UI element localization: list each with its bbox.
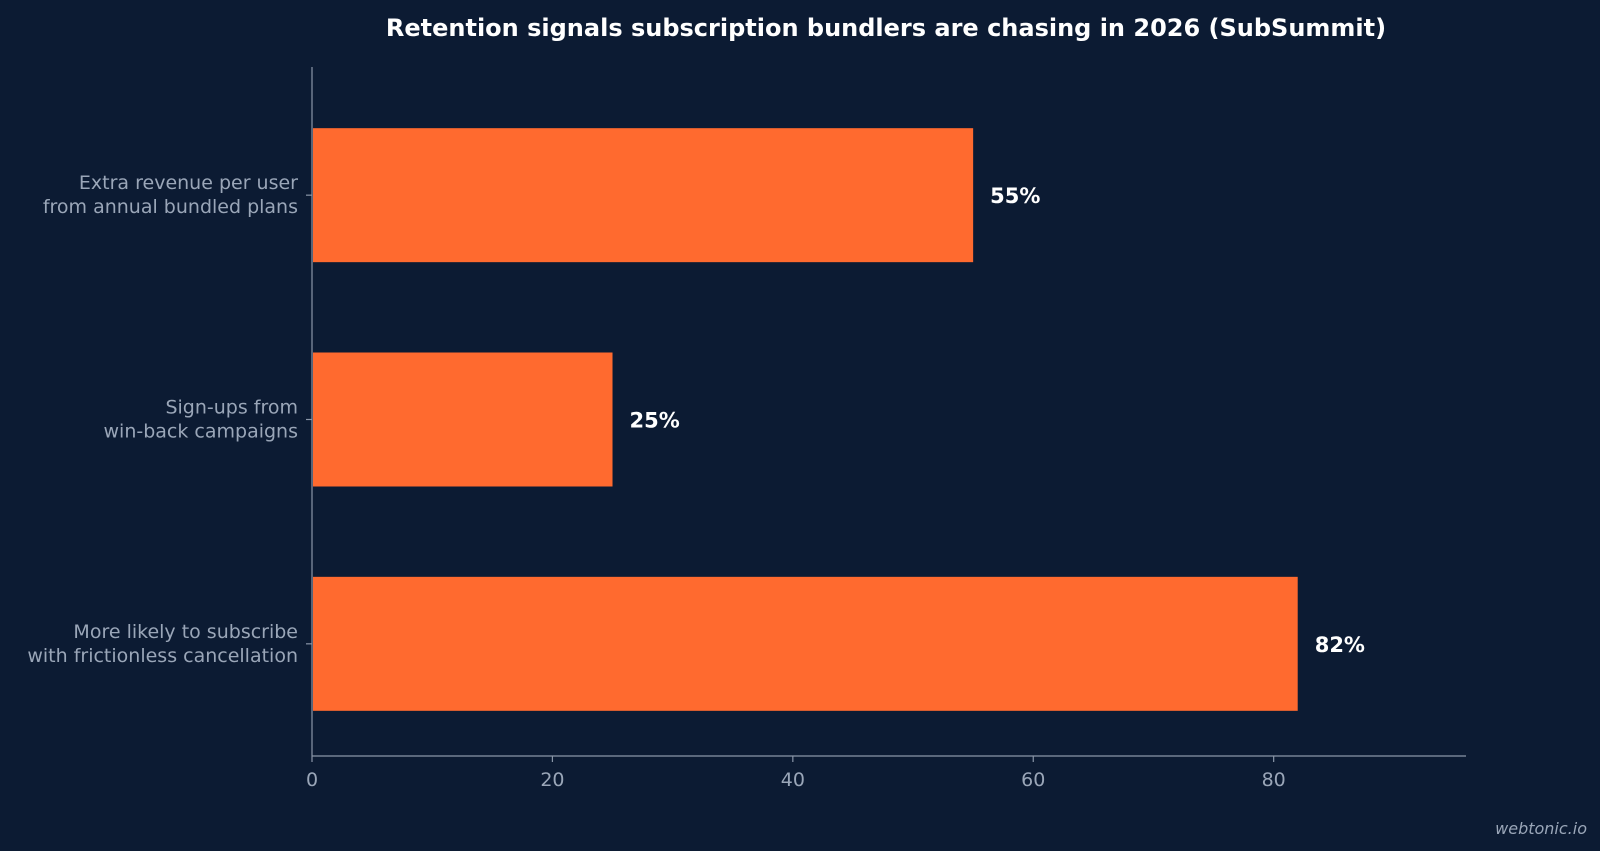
watermark: webtonic.io (1495, 819, 1587, 838)
x-tick-label: 80 (1262, 769, 1286, 791)
category-label: Sign-ups from win-back campaigns (104, 397, 299, 443)
x-tick-label: 60 (1021, 769, 1045, 791)
bars (313, 128, 1298, 711)
bar (313, 352, 613, 487)
labels: Extra revenue per user from annual bundle… (27, 172, 1365, 667)
x-tick-label: 0 (306, 769, 318, 791)
bar (313, 128, 974, 263)
chart-title: Retention signals subscription bundlers … (386, 14, 1386, 42)
data-label: 55% (990, 184, 1040, 208)
data-label: 82% (1315, 633, 1365, 657)
bar (313, 576, 1298, 711)
category-label: Extra revenue per user from annual bundle… (43, 172, 298, 218)
data-label: 25% (630, 409, 680, 433)
axes: 0 20 40 60 80 (306, 67, 1466, 791)
x-tick-label: 20 (540, 769, 564, 791)
category-label: More likely to subscribe with frictionles… (27, 621, 298, 667)
x-tick-label: 40 (781, 769, 805, 791)
